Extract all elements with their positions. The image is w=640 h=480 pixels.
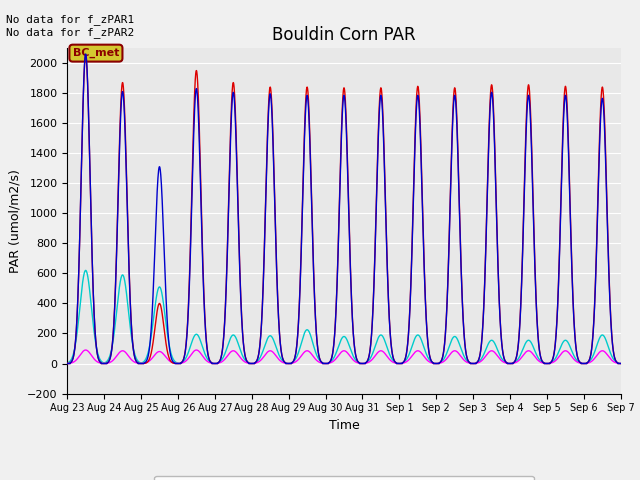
Text: No data for f_zPAR1
No data for f_zPAR2: No data for f_zPAR1 No data for f_zPAR2 (6, 14, 134, 38)
PAR_in (468, 360, 476, 366)
totPAR (617, 360, 625, 366)
difPAR (163, 326, 171, 332)
difPAR (63, 360, 71, 366)
Y-axis label: PAR (umol/m2/s): PAR (umol/m2/s) (8, 169, 21, 273)
PAR_out (82, 347, 90, 353)
totPAR (616, 360, 624, 366)
Legend: PAR_in, PAR_out, totPAR, difPAR: PAR_in, PAR_out, totPAR, difPAR (154, 476, 534, 480)
PAR_in (324, 360, 332, 366)
PAR_in (438, 358, 445, 363)
PAR_in (82, 53, 90, 59)
X-axis label: Time: Time (328, 419, 360, 432)
totPAR (500, 353, 508, 359)
totPAR (63, 360, 71, 366)
PAR_in (617, 360, 625, 366)
difPAR (82, 267, 90, 273)
PAR_out (438, 360, 445, 365)
PAR_in (616, 360, 624, 366)
Line: PAR_in: PAR_in (67, 56, 621, 363)
Text: BC_met: BC_met (73, 48, 119, 58)
totPAR (468, 360, 476, 366)
difPAR (438, 359, 445, 364)
totPAR (438, 358, 445, 363)
Title: Bouldin Corn PAR: Bouldin Corn PAR (272, 25, 416, 44)
totPAR (163, 311, 171, 316)
PAR_in (63, 360, 71, 366)
PAR_out (500, 359, 508, 365)
PAR_out (468, 360, 476, 366)
difPAR (468, 360, 476, 366)
PAR_out (163, 356, 171, 361)
PAR_out (616, 360, 624, 366)
PAR_in (500, 353, 508, 359)
difPAR (500, 358, 508, 364)
PAR_out (324, 360, 332, 366)
PAR_out (137, 360, 145, 366)
PAR_out (617, 360, 625, 366)
PAR_in (163, 346, 171, 351)
difPAR (616, 360, 624, 366)
PAR_out (63, 360, 71, 366)
difPAR (617, 360, 625, 366)
totPAR (82, 51, 90, 57)
difPAR (580, 360, 588, 366)
Line: totPAR: totPAR (67, 54, 621, 363)
Line: difPAR: difPAR (67, 270, 621, 363)
totPAR (324, 360, 332, 366)
difPAR (324, 360, 332, 366)
Line: PAR_out: PAR_out (67, 350, 621, 363)
